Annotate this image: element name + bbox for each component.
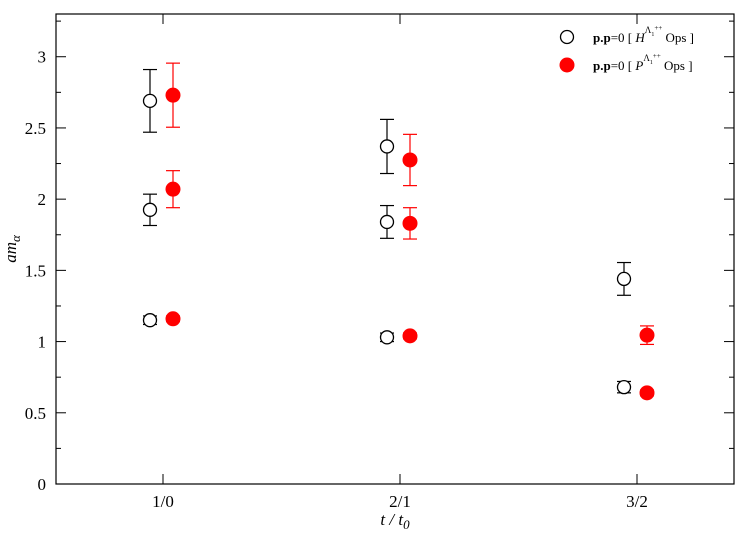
marker-filled-circle — [402, 215, 418, 231]
x-axis: 1/0 2/1 3/2 — [152, 14, 648, 511]
x-axis-label-main: t / t — [380, 510, 404, 529]
data-point — [639, 385, 655, 401]
marker-filled-circle — [639, 327, 655, 343]
data-point — [165, 62, 181, 128]
marker-open-circle — [616, 380, 632, 395]
marker-filled-circle — [165, 311, 181, 327]
y-tick-label: 2 — [38, 190, 47, 209]
marker-open-circle — [616, 271, 632, 287]
y-tick-label: 2.5 — [25, 119, 46, 138]
marker-filled-circle — [165, 181, 181, 197]
legend-eq: =0 [ — [611, 30, 636, 45]
legend-marker-filled — [559, 57, 575, 73]
x-axis-label: t / t0 — [380, 510, 410, 532]
data-point — [402, 207, 418, 240]
y-tick-label: 1.5 — [25, 261, 46, 280]
legend-prefix: p.p — [593, 58, 611, 73]
legend-eq: =0 [ — [611, 58, 636, 73]
y-tick-label: 3 — [38, 48, 47, 67]
y-axis: 0 0.5 1 1.5 2 2.5 3 — [25, 20, 734, 494]
data-point — [616, 261, 632, 296]
legend-prefix: p.p — [593, 30, 611, 45]
marker-open-circle — [142, 202, 158, 217]
y-tick-label: 0.5 — [25, 404, 46, 423]
data-points — [142, 62, 655, 401]
marker-filled-circle — [639, 385, 655, 401]
legend-sup: Λ — [643, 53, 650, 63]
marker-open-circle — [142, 313, 158, 328]
x-tick-label: 2/1 — [389, 492, 411, 511]
legend-supplus: ++ — [654, 24, 662, 32]
marker-filled-circle — [402, 328, 418, 344]
data-point — [379, 204, 395, 239]
data-point — [165, 170, 181, 209]
data-point — [379, 118, 395, 175]
data-point — [379, 330, 395, 345]
data-point — [402, 328, 418, 344]
marker-open-circle — [379, 214, 395, 230]
marker-filled-circle — [165, 87, 181, 103]
legend-entry-p: p.p=0 [ PΛ1++ Ops ] — [559, 52, 693, 73]
data-point — [142, 313, 158, 328]
data-point — [639, 325, 655, 346]
marker-filled-circle — [402, 152, 418, 168]
data-point — [402, 133, 418, 187]
plot-frame — [55, 13, 735, 485]
svg-text:p.p=0 [ PΛ1++ Ops ]: p.p=0 [ PΛ1++ Ops ] — [593, 52, 693, 73]
x-tick-label: 3/2 — [626, 492, 648, 511]
legend-marker-open — [559, 29, 575, 45]
y-axis-label-sub: α — [8, 234, 23, 242]
marker-open-circle — [142, 93, 158, 109]
legend: p.p=0 [ HΛ1++ Ops ] p.p=0 [ PΛ1++ Ops ] — [559, 24, 694, 73]
legend-entry-h: p.p=0 [ HΛ1++ Ops ] — [559, 24, 694, 45]
x-axis-label-sub: 0 — [403, 517, 410, 532]
legend-suffix: Ops ] — [661, 58, 693, 73]
y-axis-label: amα — [1, 234, 23, 263]
legend-supplus: ++ — [653, 52, 661, 60]
data-point — [142, 68, 158, 133]
marker-open-circle — [379, 139, 395, 154]
marker-open-circle — [379, 330, 395, 345]
data-point — [616, 380, 632, 395]
y-tick-label: 1 — [38, 333, 47, 352]
legend-symbol: H — [634, 30, 645, 45]
legend-sup: Λ — [645, 25, 652, 35]
svg-text:p.p=0 [ HΛ1++ Ops ]: p.p=0 [ HΛ1++ Ops ] — [593, 24, 694, 45]
y-axis-label-main: am — [1, 242, 20, 263]
x-tick-label: 1/0 — [152, 492, 174, 511]
legend-supsub: 1 — [651, 32, 654, 38]
legend-suffix: Ops ] — [662, 30, 694, 45]
y-tick-label: 0 — [38, 475, 47, 494]
data-point — [165, 311, 181, 327]
legend-symbol: P — [634, 58, 643, 73]
data-point — [142, 193, 158, 227]
legend-supsub: 1 — [650, 60, 653, 66]
